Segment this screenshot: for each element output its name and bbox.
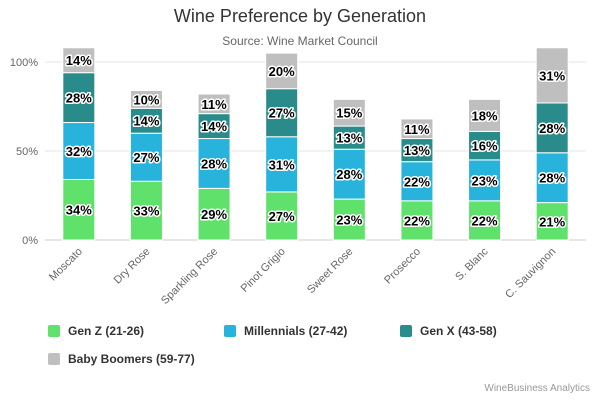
- data-label: 11%: [404, 122, 430, 137]
- data-label: 23%: [472, 173, 498, 188]
- legend-swatch-gen-z: [48, 325, 60, 337]
- data-label: 14%: [201, 119, 227, 134]
- bar-segment: [468, 200, 502, 241]
- data-label: 31%: [539, 68, 565, 83]
- bar-segment: [129, 132, 163, 182]
- x-tick-label: Pinot Grigio: [239, 246, 288, 295]
- bar-segment: [197, 93, 231, 115]
- legend-swatch-gen-x: [400, 325, 412, 337]
- data-label: 16%: [472, 139, 498, 154]
- bar-segment: [332, 98, 366, 127]
- legend-swatch-millennials: [224, 325, 236, 337]
- data-label: 10%: [133, 92, 159, 107]
- data-label: 27%: [269, 209, 295, 224]
- data-label: 34%: [66, 203, 92, 218]
- credits-link[interactable]: WineBusiness Analytics: [484, 383, 590, 394]
- data-label: 23%: [336, 213, 362, 228]
- data-label: 11%: [201, 97, 227, 112]
- legend-item-gen-z[interactable]: Gen Z (21-26): [48, 322, 224, 340]
- legend-item-gen-x[interactable]: Gen X (43-58): [400, 322, 576, 340]
- x-tick-label: Sweet Rose: [305, 246, 355, 296]
- bar-segment: [400, 161, 434, 202]
- data-label: 28%: [539, 171, 565, 186]
- bar-segment: [62, 72, 96, 124]
- data-label: 32%: [66, 144, 92, 159]
- bar-segment: [62, 122, 96, 180]
- bar-segment: [129, 180, 163, 241]
- legend-label-millennials: Millennials (27-42): [244, 324, 348, 338]
- data-label: 21%: [539, 214, 565, 229]
- bar-segment: [468, 130, 502, 161]
- stacked-bar-chart: 0% 50% 100% 34% 32% 28% 14% Moscato 33% 27% 14% 10%…: [10, 47, 586, 307]
- legend-label-gen-z: Gen Z (21-26): [68, 324, 145, 338]
- y-tick-label: 100%: [10, 57, 38, 69]
- data-label: 27%: [269, 106, 295, 121]
- x-tick-label: Moscato: [47, 246, 85, 284]
- data-label: 22%: [404, 213, 430, 228]
- legend-item-baby-boomers[interactable]: Baby Boomers (59-77): [48, 350, 224, 368]
- data-label: 13%: [336, 131, 362, 146]
- legend-label-baby-boomers: Baby Boomers (59-77): [68, 352, 195, 366]
- data-label: 29%: [201, 207, 227, 222]
- data-label: 13%: [404, 143, 430, 158]
- bar-segment: [468, 98, 502, 132]
- data-label: 28%: [336, 167, 362, 182]
- data-label: 33%: [133, 204, 159, 219]
- data-label: 28%: [66, 91, 92, 106]
- data-label: 28%: [201, 156, 227, 171]
- bar-segment: [129, 89, 163, 109]
- data-label: 28%: [539, 121, 565, 136]
- x-tick-label: Sparkling Rose: [159, 246, 220, 307]
- y-tick-label: 50%: [16, 146, 38, 158]
- data-label: 27%: [133, 150, 159, 165]
- x-tick-label: C. Sauvignon: [503, 246, 558, 301]
- bar-segment: [535, 47, 569, 104]
- bar-segment: [62, 47, 96, 74]
- x-tick-label: Dry Rose: [112, 246, 153, 287]
- legend-item-millennials[interactable]: Millennials (27-42): [224, 322, 400, 340]
- bar-segment: [535, 102, 569, 154]
- chart-subtitle: Source: Wine Market Council: [222, 34, 378, 48]
- bar-segment: [197, 138, 231, 189]
- x-tick-label: S. Blanc: [453, 245, 491, 283]
- legend: Gen Z (21-26) Millennials (27-42) Gen X …: [48, 322, 588, 368]
- data-label: 14%: [66, 53, 92, 68]
- bar-segment: [400, 118, 434, 140]
- data-label: 31%: [269, 157, 295, 172]
- data-label: 15%: [336, 106, 362, 121]
- chart-title: Wine Preference by Generation: [173, 6, 427, 26]
- data-label: 14%: [133, 114, 159, 129]
- data-label: 18%: [472, 108, 498, 123]
- bar-segment: [332, 148, 366, 200]
- data-label: 22%: [404, 174, 430, 189]
- bar-segment: [265, 52, 299, 90]
- bar-segment: [535, 202, 569, 241]
- y-tick-label: 0%: [22, 235, 38, 247]
- legend-swatch-baby-boomers: [48, 353, 60, 365]
- bar-segment: [265, 191, 299, 241]
- data-label: 20%: [269, 64, 295, 79]
- bar-segment: [265, 136, 299, 193]
- bar-segment: [197, 187, 231, 241]
- legend-label-gen-x: Gen X (43-58): [420, 324, 497, 338]
- x-tick-label: Prosecco: [382, 246, 423, 287]
- bar-segment: [129, 107, 163, 134]
- bar-segment: [400, 200, 434, 241]
- data-label: 22%: [472, 213, 498, 228]
